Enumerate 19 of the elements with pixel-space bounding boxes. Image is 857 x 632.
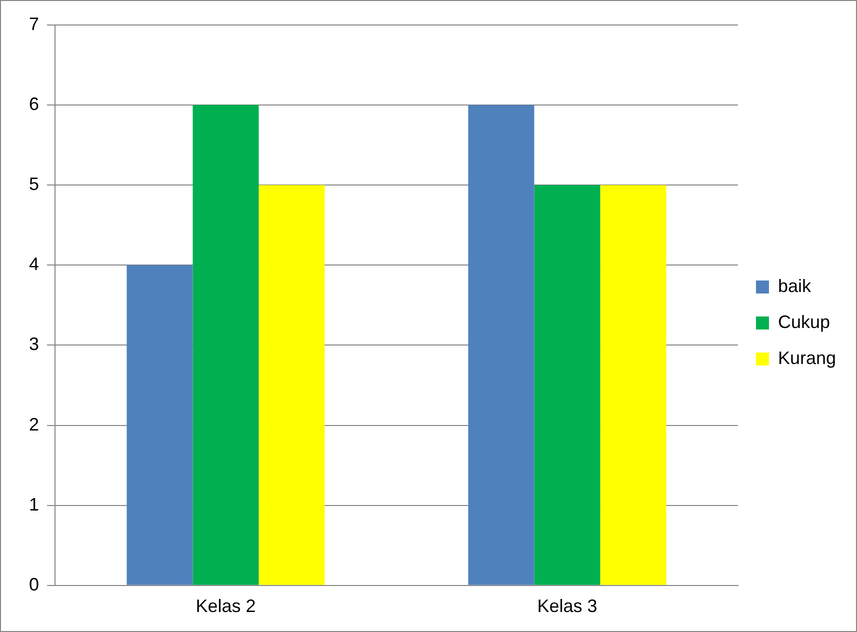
y-tick-label: 4 — [28, 254, 40, 274]
legend-label: Kurang — [778, 348, 836, 368]
legend-label: Cukup — [778, 312, 830, 332]
y-tick-label: 1 — [28, 494, 40, 514]
y-tick-label: 6 — [28, 94, 40, 114]
legend-label: baik — [778, 276, 812, 296]
bar — [258, 185, 325, 585]
y-tick-label: 0 — [28, 574, 40, 594]
bar — [126, 265, 193, 585]
bar — [192, 105, 259, 585]
y-tick-label: 2 — [28, 414, 40, 434]
y-tick-label: 3 — [28, 334, 40, 354]
bar — [468, 105, 534, 585]
y-tick-label: 5 — [28, 174, 40, 194]
y-tick-label: 7 — [28, 14, 40, 34]
bar — [534, 185, 600, 585]
x-tick-label: Kelas 3 — [537, 596, 598, 616]
x-tick-label: Kelas 2 — [196, 596, 256, 616]
bar — [600, 185, 666, 585]
